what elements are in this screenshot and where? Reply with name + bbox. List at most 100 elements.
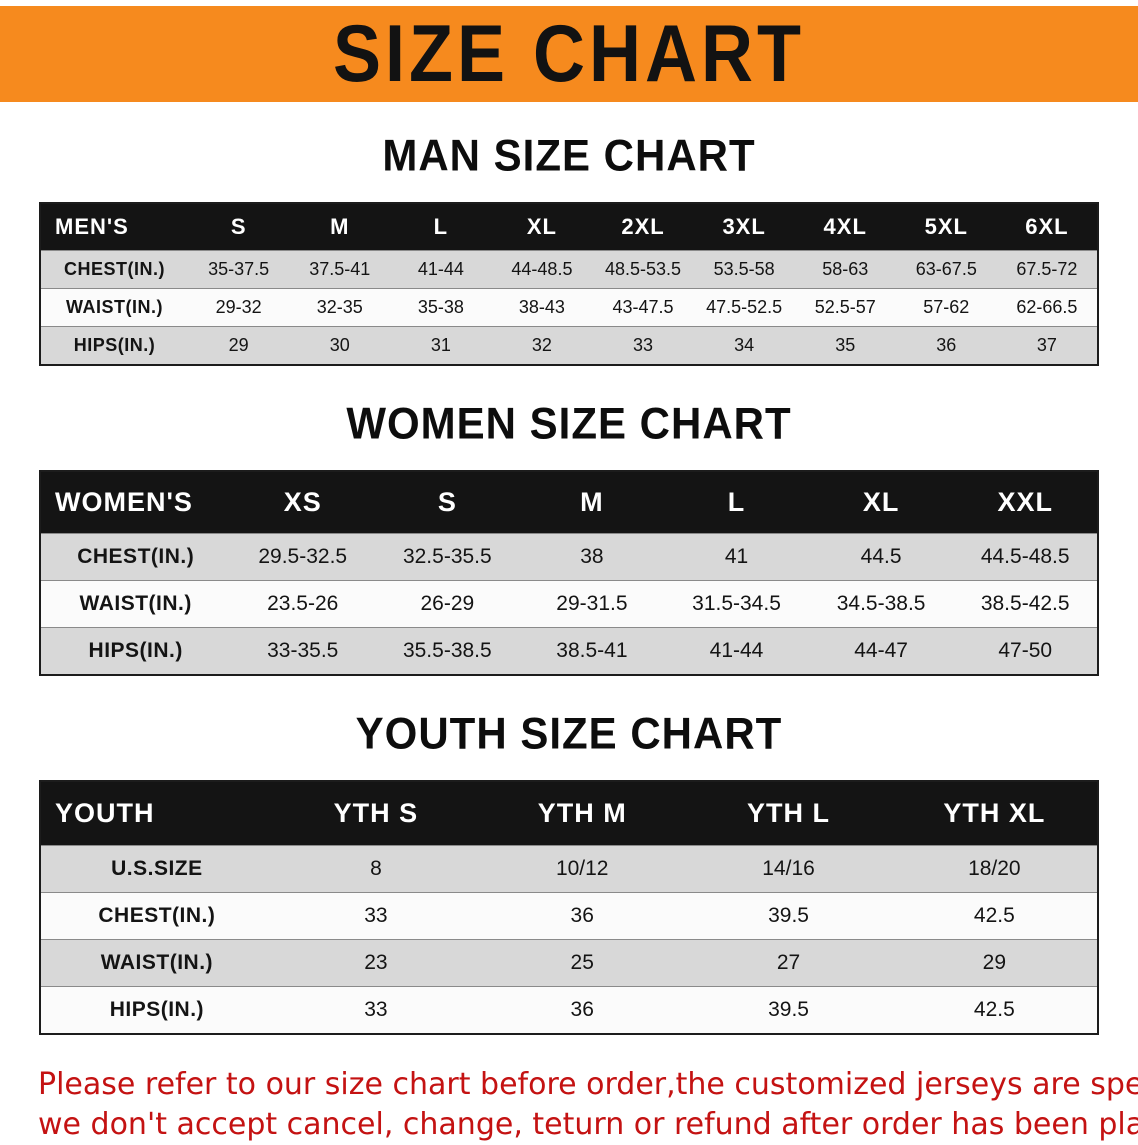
table-row: HIPS(IN.) 29 30 31 32 33 34 35 36 37 xyxy=(40,326,1098,365)
column-header: 6XL xyxy=(996,203,1098,251)
men-size-table: MEN'S S M L XL 2XL 3XL 4XL 5XL 6XL CHEST(IN.) 35-37… xyxy=(39,202,1099,366)
table-row: CHEST(IN.) 33 36 39.5 42.5 xyxy=(40,892,1098,940)
table-row: WAIST(IN.) 23.5-26 26-29 29-31.5 31.5-34.5 34… xyxy=(40,580,1098,628)
banner-title: SIZE CHART xyxy=(333,9,805,99)
table-cell: 35.5-38.5 xyxy=(402,639,492,662)
row-label: HIPS(IN.) xyxy=(88,639,183,662)
table-cell: 34.5-38.5 xyxy=(836,592,926,615)
table-cell: 38.5-42.5 xyxy=(980,592,1070,615)
table-cell: 42.5 xyxy=(973,998,1015,1021)
table-cell: 37.5-41 xyxy=(309,259,371,279)
table-cell: 31 xyxy=(430,335,451,355)
youth-section-heading: YOUTH SIZE CHART xyxy=(355,708,783,759)
table-cell: 10/12 xyxy=(555,857,609,880)
table-cell: 33-35.5 xyxy=(267,639,339,662)
table-cell: 30 xyxy=(329,335,350,355)
disclaimer-line-2: we don't accept cancel, change, teturn o… xyxy=(38,1106,1138,1142)
row-label: HIPS(IN.) xyxy=(73,335,156,355)
column-header: YTH XL xyxy=(891,781,1098,846)
column-header: M xyxy=(519,471,665,534)
table-cell: 63-67.5 xyxy=(915,259,977,279)
table-cell: 42.5 xyxy=(973,904,1015,927)
table-cell: 8 xyxy=(370,857,382,880)
corner-cell: WOMEN'S xyxy=(40,471,231,534)
table-row: CHEST(IN.) 35-37.5 37.5-41 41-44 44-48.5 48.5… xyxy=(40,250,1098,289)
column-header: 3XL xyxy=(693,203,795,251)
corner-cell: YOUTH xyxy=(40,781,273,846)
column-header: YTH S xyxy=(272,781,480,846)
table-row: WAIST(IN.) 29-32 32-35 35-38 38-43 43-47.5 47.… xyxy=(40,288,1098,327)
table-cell: 39.5 xyxy=(768,998,809,1021)
table-cell: 33 xyxy=(364,998,388,1021)
table-cell: 29 xyxy=(982,951,1007,974)
table-cell: 67.5-72 xyxy=(1016,259,1078,279)
table-cell: 35-37.5 xyxy=(208,259,270,279)
table-cell: 48.5-53.5 xyxy=(605,259,682,279)
column-header: M xyxy=(289,203,391,251)
table-cell: 44.5-48.5 xyxy=(980,545,1070,568)
table-cell: 25 xyxy=(570,951,594,974)
row-label: WAIST(IN.) xyxy=(100,951,214,974)
table-cell: 35-38 xyxy=(417,297,464,317)
table-cell: 32 xyxy=(531,335,552,355)
table-cell: 26-29 xyxy=(420,592,475,615)
table-cell: 29 xyxy=(228,335,249,355)
row-label: WAIST(IN.) xyxy=(66,297,164,317)
column-header: YTH M xyxy=(479,781,686,846)
table-cell: 23 xyxy=(364,951,388,974)
men-section-heading: MAN SIZE CHART xyxy=(382,130,756,181)
header-row: YOUTH YTH S YTH M YTH L YTH XL xyxy=(40,781,1098,846)
table-row: WAIST(IN.) 23 25 27 29 xyxy=(40,939,1098,987)
table-cell: 32.5-35.5 xyxy=(402,545,492,568)
table-cell: 58-63 xyxy=(822,259,869,279)
women-size-table: WOMEN'S XS S M L XL XXL CHEST(IN.) 29.5-32.5 32.5… xyxy=(39,470,1099,676)
size-chart-banner: SIZE CHART xyxy=(0,6,1138,102)
column-header: XL xyxy=(491,203,593,251)
column-header: XS xyxy=(230,471,376,534)
row-label: CHEST(IN.) xyxy=(98,904,216,927)
row-label: HIPS(IN.) xyxy=(109,998,205,1021)
table-cell: 18/20 xyxy=(968,857,1021,880)
section-men: MAN SIZE CHART MEN'S S M L XL 2XL 3XL 4XL 5XL 6XL… xyxy=(0,130,1138,366)
section-women: WOMEN SIZE CHART WOMEN'S XS S M L XL XXL CHEST(… xyxy=(0,398,1138,676)
table-row: CHEST(IN.) 29.5-32.5 32.5-35.5 38 41 44.5 44.5… xyxy=(40,533,1098,581)
disclaimer-note: Please refer to our size chart before or… xyxy=(38,1065,1138,1145)
row-label: WAIST(IN.) xyxy=(79,592,192,615)
table-cell: 38-43 xyxy=(518,297,565,317)
table-cell: 35 xyxy=(835,335,856,355)
section-youth: YOUTH SIZE CHART YOUTH YTH S YTH M YTH L YTH… xyxy=(0,708,1138,1035)
column-header: L xyxy=(390,203,492,251)
table-cell: 53.5-58 xyxy=(713,259,775,279)
column-header: 5XL xyxy=(895,203,997,251)
table-cell: 36 xyxy=(570,998,594,1021)
table-cell: 36 xyxy=(936,335,957,355)
disclaimer-line-1: Please refer to our size chart before or… xyxy=(38,1067,1138,1102)
table-cell: 29-31.5 xyxy=(556,592,628,615)
table-cell: 47-50 xyxy=(998,639,1053,662)
table-cell: 44-47 xyxy=(854,639,908,662)
table-cell: 41 xyxy=(724,545,749,568)
table-cell: 57-62 xyxy=(923,297,970,317)
column-header: L xyxy=(664,471,809,534)
women-section-heading: WOMEN SIZE CHART xyxy=(346,398,792,449)
table-cell: 29.5-32.5 xyxy=(258,545,348,568)
table-cell: 31.5-34.5 xyxy=(692,592,781,615)
youth-size-table: YOUTH YTH S YTH M YTH L YTH XL U.S.SIZE 8 10/12… xyxy=(39,780,1099,1035)
column-header: XXL xyxy=(953,471,1098,534)
row-label: CHEST(IN.) xyxy=(64,259,166,279)
column-header: XL xyxy=(808,471,954,534)
table-cell: 43-47.5 xyxy=(612,297,674,317)
table-cell: 44.5 xyxy=(860,545,902,568)
column-header: 4XL xyxy=(794,203,896,251)
size-chart-content: MAN SIZE CHART MEN'S S M L XL 2XL 3XL 4XL 5XL 6XL… xyxy=(0,130,1138,1145)
table-cell: 47.5-52.5 xyxy=(706,297,783,317)
table-cell: 34 xyxy=(734,335,755,355)
column-header: YTH L xyxy=(685,781,892,846)
table-cell: 33 xyxy=(364,904,388,927)
table-cell: 29-32 xyxy=(215,297,262,317)
table-cell: 39.5 xyxy=(768,904,809,927)
table-cell: 52.5-57 xyxy=(814,297,876,317)
column-header: S xyxy=(375,471,520,534)
corner-cell: MEN'S xyxy=(40,203,189,251)
column-header: 2XL xyxy=(592,203,694,251)
